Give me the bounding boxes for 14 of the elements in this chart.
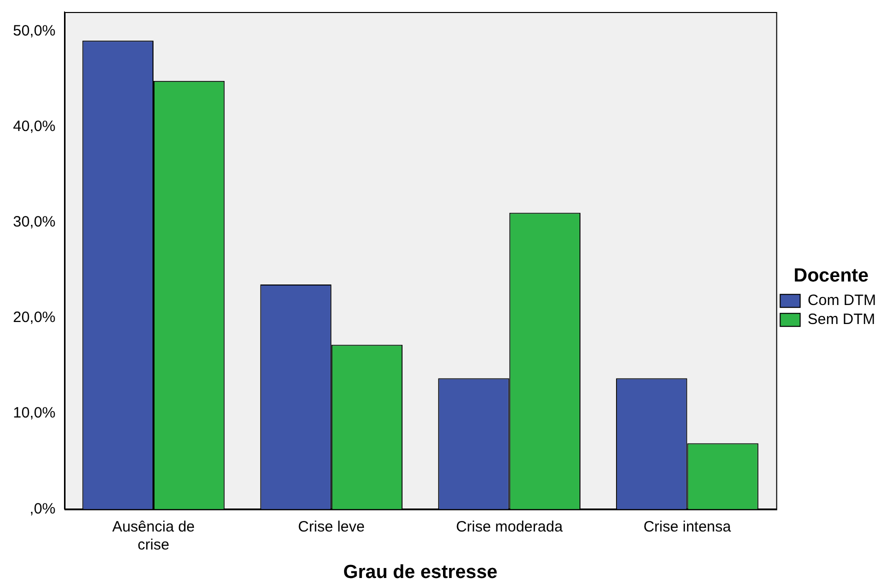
x-tick-label: Crise moderada	[456, 518, 564, 536]
y-tick-label: ,0%	[30, 500, 56, 518]
legend-label: Com DTM	[808, 292, 876, 310]
x-axis-title: Grau de estresse	[343, 562, 498, 583]
legend-label: Sem DTM	[808, 311, 876, 328]
x-tick-label: Ausência de crise	[112, 518, 195, 554]
y-tick-label: 30,0%	[12, 213, 56, 230]
y-tick-label: 40,0%	[12, 118, 56, 135]
y-tick-label: 10,0%	[12, 404, 56, 422]
x-tick-label: Crise intensa	[643, 518, 732, 536]
legend-title: Docente	[794, 265, 869, 286]
x-tick-label: Crise leve	[298, 518, 365, 536]
y-tick-label: 50,0%	[12, 22, 56, 40]
y-tick-label: 20,0%	[12, 309, 56, 326]
